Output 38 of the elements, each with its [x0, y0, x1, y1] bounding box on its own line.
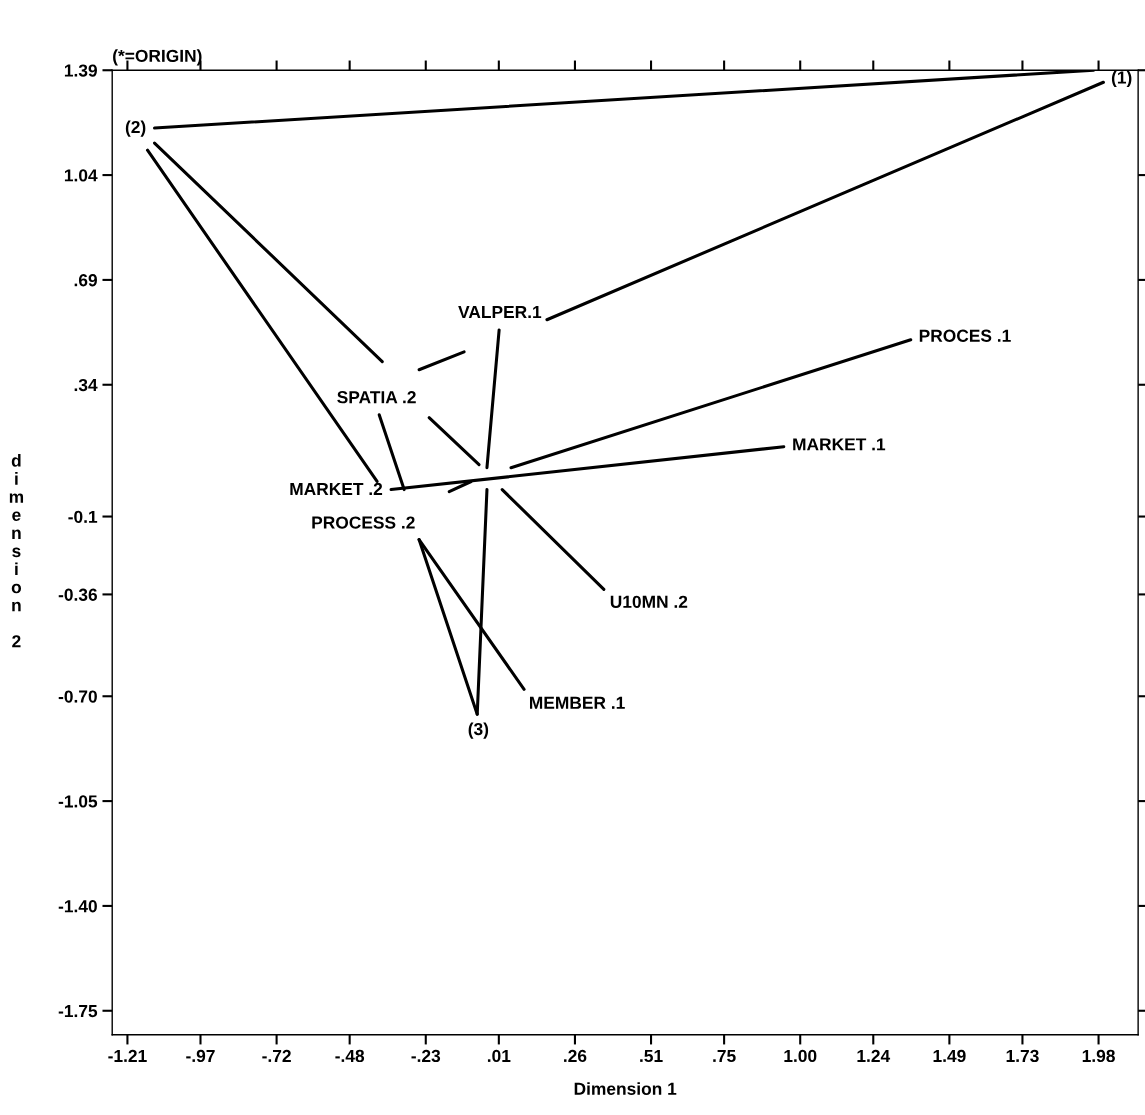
- x-tick-label: .26: [564, 1049, 587, 1063]
- annotation: (3): [468, 722, 489, 739]
- annotation: U10MN .2: [610, 595, 688, 608]
- text: dimension 2: [9, 454, 24, 648]
- x-tick-label: 1.00: [784, 1049, 817, 1063]
- annotation: VALPER.1: [458, 306, 542, 319]
- y-tick-label: -1.05: [58, 795, 98, 808]
- x-tick-label: -.23: [411, 1049, 441, 1063]
- text: (*=ORIGIN): [113, 49, 202, 66]
- x-tick-label: -1.21: [108, 1049, 147, 1062]
- x-tick-label: 1.98: [1082, 1049, 1115, 1063]
- x-tick-label: 1.73: [1006, 1049, 1039, 1063]
- x-tick-label: -.97: [186, 1049, 215, 1063]
- x-tick-label: -.48: [335, 1049, 365, 1063]
- y-tick-label: .69: [74, 274, 97, 287]
- x-tick-label: .51: [640, 1049, 663, 1063]
- annotation: MARKET .2: [290, 482, 383, 495]
- y-tick-label: 1.04: [64, 169, 98, 182]
- y-tick-label: 1.39: [64, 64, 97, 77]
- annotation: PROCESS .2: [312, 516, 415, 529]
- x-axis-title: Dimension 1: [574, 1082, 677, 1095]
- annotation: PROCES .1: [919, 329, 1011, 342]
- y-tick-label: -0.70: [58, 690, 97, 703]
- x-tick-label: 1.49: [933, 1049, 966, 1063]
- annotation: (2): [125, 120, 146, 137]
- x-tick-label: .75: [713, 1049, 736, 1063]
- y-tick-label: -0.36: [58, 588, 97, 601]
- annotation: (1): [1111, 70, 1132, 87]
- y-tick-label: -1.75: [58, 1005, 98, 1018]
- annotation: MARKET .1: [793, 438, 886, 451]
- y-tick-label: -0.1: [68, 510, 98, 523]
- y-tick-label: .34: [74, 378, 98, 392]
- annotation: MEMBER .1: [529, 696, 625, 709]
- x-tick-label: -.72: [262, 1049, 291, 1062]
- y-tick-label: -1.40: [58, 900, 97, 913]
- x-tick-label: 1.24: [857, 1049, 891, 1062]
- annotation: SPATIA .2: [337, 391, 416, 404]
- x-tick-label: .01: [487, 1049, 511, 1063]
